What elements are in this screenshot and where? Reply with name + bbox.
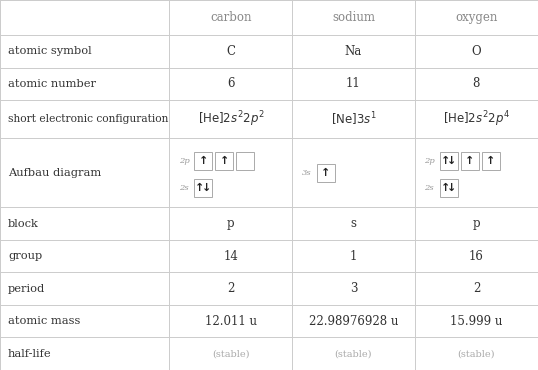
Text: atomic symbol: atomic symbol <box>8 46 91 56</box>
Text: ↓: ↓ <box>447 156 456 166</box>
Text: short electronic configuration: short electronic configuration <box>8 114 168 124</box>
Bar <box>317 164 335 182</box>
Text: (stable): (stable) <box>212 349 250 358</box>
Text: 3s: 3s <box>302 169 312 176</box>
Bar <box>236 152 254 170</box>
Text: ↓: ↓ <box>202 183 211 193</box>
Bar <box>194 179 212 197</box>
Text: atomic mass: atomic mass <box>8 316 81 326</box>
Text: p: p <box>227 217 235 230</box>
Text: block: block <box>8 219 39 229</box>
Text: carbon: carbon <box>210 11 252 24</box>
Text: 2p: 2p <box>424 157 435 165</box>
Text: 2: 2 <box>227 282 235 295</box>
Text: Aufbau diagram: Aufbau diagram <box>8 168 101 178</box>
Bar <box>194 152 212 170</box>
Text: O: O <box>472 45 481 58</box>
Text: (stable): (stable) <box>458 349 495 358</box>
Text: atomic number: atomic number <box>8 79 96 89</box>
Text: 8: 8 <box>473 77 480 90</box>
Text: ↑: ↑ <box>195 183 204 193</box>
Text: 2p: 2p <box>179 157 190 165</box>
Text: half-life: half-life <box>8 349 52 359</box>
Text: 3: 3 <box>350 282 357 295</box>
Bar <box>440 152 457 170</box>
Text: C: C <box>226 45 235 58</box>
Text: 1: 1 <box>350 250 357 263</box>
Text: group: group <box>8 251 43 261</box>
Text: $\mathregular{[He]2}s^2\mathregular{2}p^2$: $\mathregular{[He]2}s^2\mathregular{2}p^… <box>197 109 264 129</box>
Text: ↑: ↑ <box>465 156 474 166</box>
Bar <box>482 152 500 170</box>
Text: 12.011 u: 12.011 u <box>205 314 257 328</box>
Text: $\mathregular{[He]2}s^2\mathregular{2}p^4$: $\mathregular{[He]2}s^2\mathregular{2}p^… <box>443 109 510 129</box>
Text: ↑: ↑ <box>321 168 330 178</box>
Text: 14: 14 <box>223 250 238 263</box>
Text: Na: Na <box>345 45 362 58</box>
Text: 2s: 2s <box>179 184 189 192</box>
Text: ↑: ↑ <box>486 156 495 166</box>
Text: s: s <box>350 217 357 230</box>
Text: (stable): (stable) <box>335 349 372 358</box>
Text: 2s: 2s <box>424 184 434 192</box>
Text: ↑: ↑ <box>441 183 450 193</box>
Text: sodium: sodium <box>332 11 375 24</box>
Bar <box>215 152 233 170</box>
Text: period: period <box>8 284 45 294</box>
Text: 22.98976928 u: 22.98976928 u <box>309 314 398 328</box>
Text: 2: 2 <box>473 282 480 295</box>
Bar <box>461 152 478 170</box>
Text: 15.999 u: 15.999 u <box>450 314 502 328</box>
Text: 6: 6 <box>227 77 235 90</box>
Text: ↓: ↓ <box>447 183 456 193</box>
Text: ↑: ↑ <box>199 156 208 166</box>
Bar <box>440 179 457 197</box>
Text: p: p <box>472 217 480 230</box>
Text: ↑: ↑ <box>441 156 450 166</box>
Text: ↑: ↑ <box>220 156 229 166</box>
Text: oxygen: oxygen <box>455 11 498 24</box>
Text: $\mathregular{[Ne]3}s^1$: $\mathregular{[Ne]3}s^1$ <box>330 110 377 128</box>
Text: 16: 16 <box>469 250 484 263</box>
Text: 11: 11 <box>346 77 361 90</box>
